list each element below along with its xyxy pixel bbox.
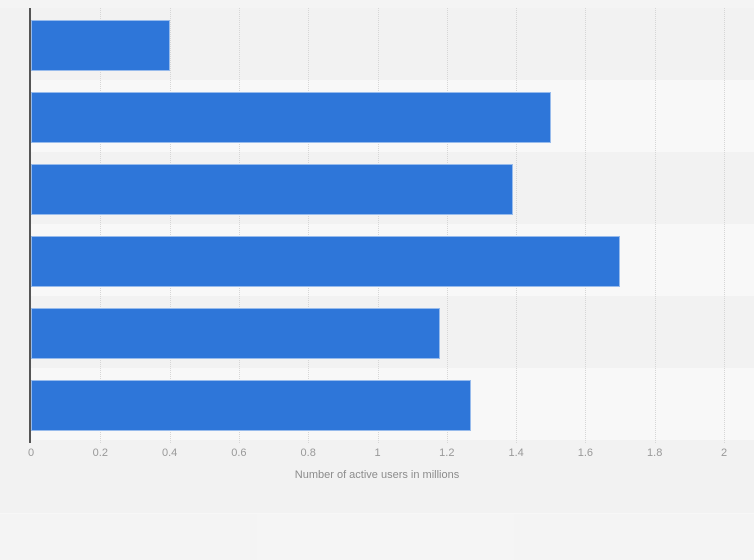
bottom-strip-block (257, 514, 514, 560)
x-tick-label-1: 1 (374, 447, 381, 459)
bottom-strip (0, 513, 754, 560)
gridline (377, 8, 379, 443)
y-axis-line (29, 8, 31, 443)
gridline (100, 8, 102, 443)
bar-row-5[interactable] (31, 308, 440, 359)
x-tick-label-0.8: 0.8 (300, 447, 316, 459)
x-axis-title: Number of active users in millions (294, 469, 460, 481)
x-tick-label-1.8: 1.8 (647, 447, 663, 459)
bar-row-1[interactable] (31, 20, 170, 71)
gridline (238, 8, 240, 443)
gridline (654, 8, 656, 443)
x-tick-label-0: 0 (27, 447, 35, 459)
bottom-strip-block (0, 514, 257, 560)
gridline (446, 8, 448, 443)
bar-row-6[interactable] (31, 380, 472, 431)
bar-row-3[interactable] (31, 164, 513, 215)
gridline (308, 8, 310, 443)
gridline (169, 8, 171, 443)
gridline (585, 8, 587, 443)
x-tick-label-0.4: 0.4 (161, 447, 178, 459)
plot-area (29, 8, 725, 443)
x-tick-label-1.6: 1.6 (577, 447, 594, 459)
gridline (724, 8, 725, 443)
x-tick-label-1.4: 1.4 (508, 447, 524, 459)
top-strip (0, 0, 754, 8)
x-tick-label-1.2: 1.2 (439, 447, 455, 459)
bar-row-4[interactable] (31, 236, 621, 287)
gridline (516, 8, 518, 443)
x-tick-label-0.2: 0.2 (92, 447, 108, 459)
x-tick-label-0.6: 0.6 (231, 447, 247, 459)
bottom-strip-block (514, 514, 754, 560)
bar-row-2[interactable] (31, 92, 551, 143)
x-tick-label-2: 2 (720, 447, 728, 459)
